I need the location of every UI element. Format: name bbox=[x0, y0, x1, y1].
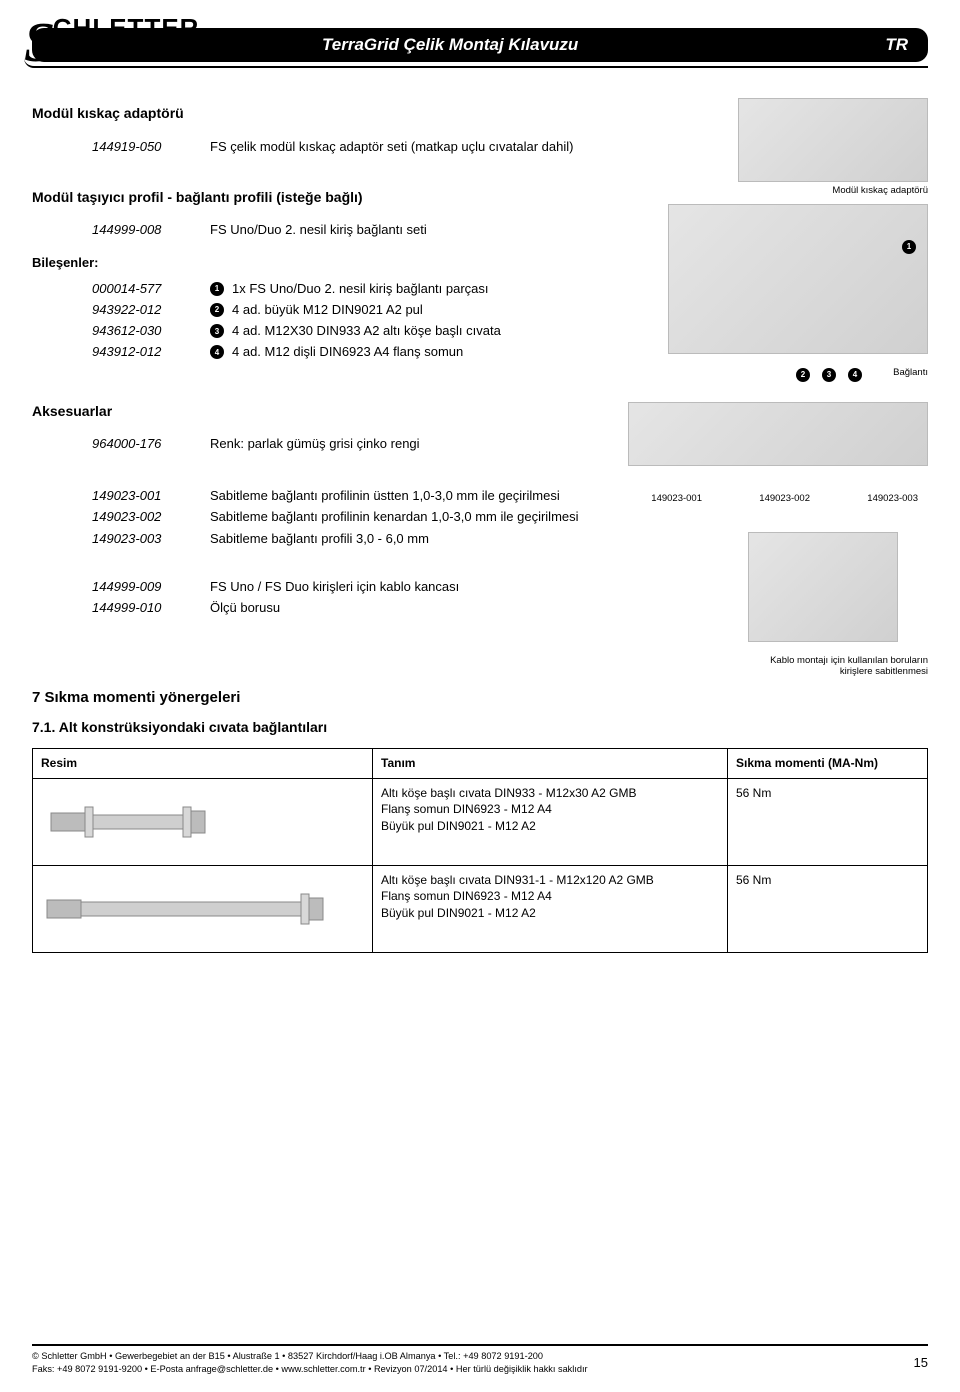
part-number: 144999-009 bbox=[92, 578, 210, 596]
label-149023-002: 149023-002 bbox=[759, 492, 810, 505]
part-number: 149023-003 bbox=[92, 530, 210, 548]
image-cable-hook bbox=[748, 532, 898, 642]
callout-2-icon: 2 bbox=[796, 368, 810, 382]
part-number: 964000-176 bbox=[92, 435, 210, 453]
desc-line: Altı köşe başlı cıvata DIN931-1 - M12x12… bbox=[381, 872, 719, 889]
part-description: Sabitleme bağlantı profilinin üstten 1,0… bbox=[210, 487, 640, 505]
part-description: FS Uno / FS Duo kirişleri için kablo kan… bbox=[210, 578, 640, 596]
part-number: 144919-050 bbox=[92, 138, 210, 156]
bolt-long-icon bbox=[41, 872, 361, 946]
label-149023-003: 149023-003 bbox=[867, 492, 918, 505]
bolt-short-icon bbox=[41, 785, 361, 859]
bullet-number-icon: 2 bbox=[210, 303, 224, 317]
part-number: 144999-010 bbox=[92, 599, 210, 617]
label-149023-001: 149023-001 bbox=[651, 492, 702, 505]
section-7-heading: 7 Sıkma momenti yönergeleri bbox=[32, 687, 928, 708]
cell-desc: Altı köşe başlı cıvata DIN933 - M12x30 A… bbox=[373, 778, 728, 865]
caption-baglanti: Bağlantı bbox=[893, 366, 928, 379]
page-header: S CHLETTER GmbH TerraGrid Çelik Montaj K… bbox=[32, 14, 928, 68]
document-title: TerraGrid Çelik Montaj Kılavuzu bbox=[322, 33, 578, 57]
logo: S CHLETTER GmbH bbox=[24, 4, 199, 82]
part-number: 149023-001 bbox=[92, 487, 210, 505]
page-number: 15 bbox=[914, 1350, 928, 1376]
part-number: 943612-030 bbox=[92, 322, 210, 340]
part-description: Ölçü borusu bbox=[210, 599, 640, 617]
section-7-1-heading: 7.1. Alt konstrüksiyondaki cıvata bağlan… bbox=[32, 718, 928, 738]
table-row: Altı köşe başlı cıvata DIN931-1 - M12x12… bbox=[33, 865, 928, 952]
footer-line-2: Faks: +49 8072 9191-9200 • E-Posta anfra… bbox=[32, 1363, 588, 1376]
part-description: Renk: parlak gümüş grisi çinko rengi bbox=[210, 435, 620, 453]
callout-3-icon: 3 bbox=[822, 368, 836, 382]
bullet-number-icon: 3 bbox=[210, 324, 224, 338]
cell-image bbox=[33, 865, 373, 952]
image-clip-set bbox=[628, 402, 928, 466]
th-image: Resim bbox=[33, 748, 373, 778]
caption-cable-hook: Kablo montajı için kullanılan boruların … bbox=[678, 652, 928, 679]
part-description: 4 ad. M12 dişli DIN6923 A4 flanş somun bbox=[232, 343, 463, 361]
callout-1-icon: 1 bbox=[902, 240, 916, 254]
part-description: 1x FS Uno/Duo 2. nesil kiriş bağlantı pa… bbox=[232, 280, 489, 298]
logo-subtext: GmbH bbox=[53, 42, 198, 57]
cell-image bbox=[33, 778, 373, 865]
desc-line: Büyük pul DIN9021 - M12 A2 bbox=[381, 818, 719, 835]
part-description: Sabitleme bağlantı profili 3,0 - 6,0 mm bbox=[210, 530, 640, 548]
part-number: 943922-012 bbox=[92, 301, 210, 319]
callout-4-icon: 4 bbox=[848, 368, 862, 382]
cell-desc: Altı köşe başlı cıvata DIN931-1 - M12x12… bbox=[373, 865, 728, 952]
image-carrier-bracket bbox=[668, 204, 928, 354]
cell-torque: 56 Nm bbox=[728, 778, 928, 865]
logo-rest-text: CHLETTER bbox=[53, 13, 200, 43]
th-torque: Sıkma momenti (MA-Nm) bbox=[728, 748, 928, 778]
part-description: 4 ad. M12X30 DIN933 A2 altı köşe başlı c… bbox=[232, 322, 501, 340]
bullet-number-icon: 1 bbox=[210, 282, 224, 296]
torque-table: Resim Tanım Sıkma momenti (MA-Nm) Al bbox=[32, 748, 928, 953]
th-desc: Tanım bbox=[373, 748, 728, 778]
page-footer: © Schletter GmbH • Gewerbegebiet an der … bbox=[32, 1344, 928, 1376]
logo-text: CHLETTER GmbH bbox=[53, 10, 200, 58]
part-row: 149023-002 Sabitleme bağlantı profilinin… bbox=[92, 508, 928, 526]
part-description: 4 ad. büyük M12 DIN9021 A2 pul bbox=[232, 301, 423, 319]
cell-torque: 56 Nm bbox=[728, 865, 928, 952]
desc-line: Flanş somun DIN6923 - M12 A4 bbox=[381, 888, 719, 905]
bullet-number-icon: 4 bbox=[210, 345, 224, 359]
desc-line: Büyük pul DIN9021 - M12 A2 bbox=[381, 905, 719, 922]
desc-line: Flanş somun DIN6923 - M12 A4 bbox=[381, 801, 719, 818]
logo-s: S bbox=[24, 4, 53, 82]
part-number: 943912-012 bbox=[92, 343, 210, 361]
image-module-clamp: Modül kıskaç adaptörü bbox=[738, 98, 928, 197]
language-code: TR bbox=[885, 33, 908, 57]
part-number: 000014-577 bbox=[92, 280, 210, 298]
desc-line: Altı köşe başlı cıvata DIN933 - M12x30 A… bbox=[381, 785, 719, 802]
part-number: 144999-008 bbox=[92, 221, 210, 239]
part-description: Sabitleme bağlantı profilinin kenardan 1… bbox=[210, 508, 640, 526]
footer-line-1: © Schletter GmbH • Gewerbegebiet an der … bbox=[32, 1350, 588, 1363]
table-row: Altı köşe başlı cıvata DIN933 - M12x30 A… bbox=[33, 778, 928, 865]
part-number: 149023-002 bbox=[92, 508, 210, 526]
